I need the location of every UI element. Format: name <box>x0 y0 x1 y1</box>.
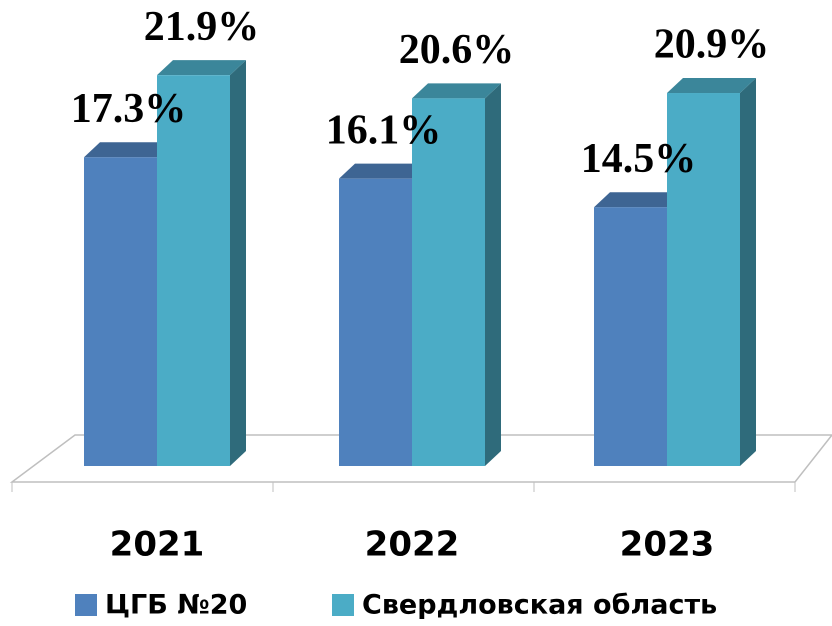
bar-front <box>412 98 485 466</box>
bar <box>412 83 501 466</box>
bar <box>157 60 246 467</box>
bar-side <box>230 60 246 467</box>
bar-front <box>339 178 412 466</box>
bar-top <box>84 142 173 158</box>
bar-side <box>740 78 756 466</box>
bar-top <box>412 83 501 99</box>
x-tick-label: 2021 <box>110 525 205 565</box>
bar-front <box>594 207 667 466</box>
bar-top <box>157 60 246 76</box>
legend-swatch <box>75 594 97 616</box>
data-label: 17.3% <box>71 86 187 132</box>
data-label: 14.5% <box>581 136 697 182</box>
bar-side <box>485 83 501 466</box>
bar-top <box>594 192 683 208</box>
bar-top <box>667 78 756 94</box>
bar-top <box>339 163 428 179</box>
x-tick-label: 2023 <box>620 525 715 565</box>
data-label: 20.9% <box>654 22 770 68</box>
bar-front <box>667 93 740 466</box>
x-tick-label: 2022 <box>365 525 460 565</box>
bar-front <box>157 75 230 467</box>
legend-swatch <box>332 594 354 616</box>
data-label: 16.1% <box>326 107 442 153</box>
bar-front <box>84 157 157 466</box>
data-label: 21.9% <box>144 4 260 50</box>
data-label: 20.6% <box>399 27 515 73</box>
legend-label: ЦГБ №20 <box>105 590 247 621</box>
bar <box>667 78 756 466</box>
legend-label: Свердловская область <box>362 590 717 621</box>
